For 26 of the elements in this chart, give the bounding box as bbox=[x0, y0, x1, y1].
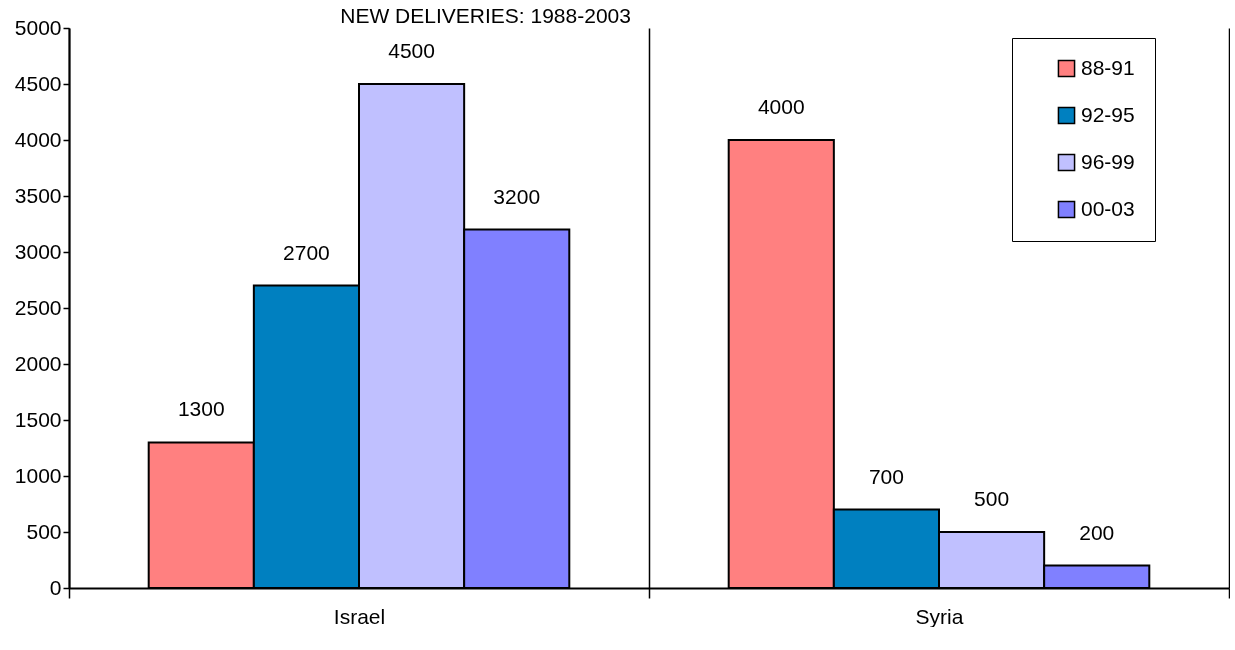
legend-label: 00-03 bbox=[1081, 196, 1135, 220]
data-label: 200 bbox=[1079, 520, 1115, 544]
x-tick-label: Israel bbox=[333, 604, 386, 628]
x-tick-label: Syria bbox=[915, 604, 964, 628]
y-tick-label: 1000 bbox=[14, 463, 62, 487]
y-tick-label: 3000 bbox=[14, 239, 62, 263]
legend-label: 88-91 bbox=[1081, 55, 1135, 79]
y-tick-label: 0 bbox=[49, 575, 62, 599]
data-label: 4500 bbox=[388, 39, 435, 62]
y-tick-label: 2500 bbox=[14, 295, 62, 319]
y-tick-label: 2000 bbox=[14, 351, 62, 375]
y-tick-label: 4500 bbox=[14, 71, 62, 95]
data-label: 2700 bbox=[283, 240, 330, 264]
y-tick-label: 4000 bbox=[14, 127, 62, 151]
data-label: 3200 bbox=[493, 184, 541, 208]
chart-title: NEW DELIVERIES: 1988-2003 bbox=[340, 4, 631, 27]
y-tick-label: 5000 bbox=[14, 15, 62, 39]
data-label: 500 bbox=[974, 487, 1010, 510]
legend-label: 96-99 bbox=[1081, 149, 1135, 173]
data-label: 1300 bbox=[177, 397, 225, 421]
data-label: 700 bbox=[868, 464, 904, 488]
y-tick-label: 500 bbox=[26, 519, 62, 543]
y-tick-label: 1500 bbox=[14, 407, 62, 431]
legend-label: 92-95 bbox=[1081, 102, 1135, 126]
data-label: 4000 bbox=[757, 95, 805, 118]
y-tick-label: 3500 bbox=[14, 183, 62, 207]
